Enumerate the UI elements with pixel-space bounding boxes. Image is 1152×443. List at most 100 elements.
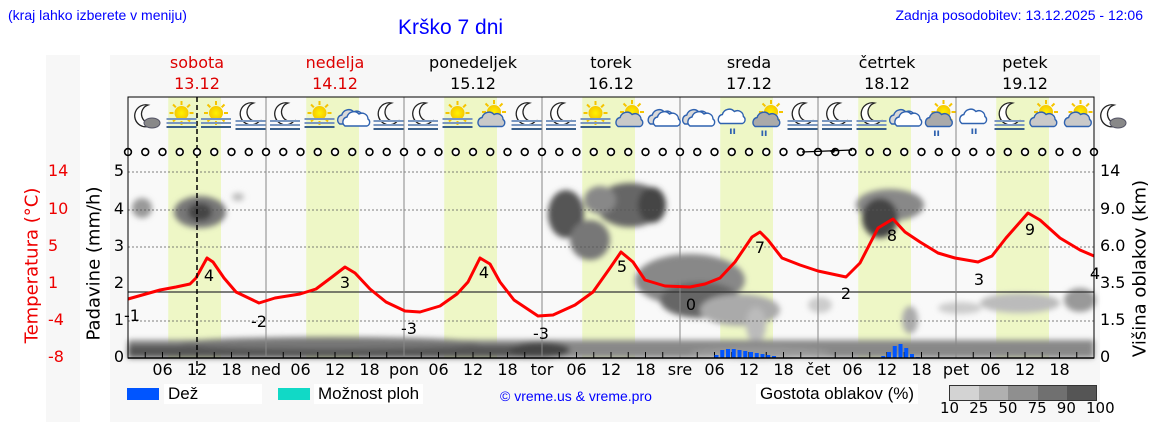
last-updated: Zadnja posodobitev: 13.12.2025 - 12:06 <box>895 7 1143 23</box>
svg-text:-3: -3 <box>533 324 549 343</box>
temp-tick: -4 <box>48 310 64 329</box>
wind-calm-icon <box>693 147 702 157</box>
wind-calm-icon <box>641 147 650 157</box>
legend-rain-label: Dež <box>164 384 262 404</box>
wind-calm-icon <box>969 147 978 157</box>
svg-text:8: 8 <box>887 226 897 245</box>
moon-fog-icon <box>270 102 300 130</box>
density-swatch <box>1066 386 1097 400</box>
day-header-0: sobota 13.12 <box>128 52 266 94</box>
wind-calm-icon <box>503 147 512 157</box>
day-name: ponedeljek <box>429 53 517 72</box>
cloud-height-tick: 14 <box>1100 161 1121 180</box>
density-tick: 90 <box>1056 399 1076 417</box>
sun-cloud-icon <box>615 100 644 128</box>
sun-fog-icon <box>166 101 197 128</box>
moon-cloud-icon <box>1100 104 1127 129</box>
moon-fog-icon <box>822 102 852 130</box>
svg-text:ıı: ıı <box>761 128 768 139</box>
shower-swatch <box>278 388 310 400</box>
svg-text:2: 2 <box>841 284 851 303</box>
wind-calm-icon <box>882 147 892 157</box>
wind-calm-icon <box>917 147 926 157</box>
x-tick: 12 <box>324 360 346 379</box>
page-title: Krško 7 dni <box>398 16 504 39</box>
day-date: 14.12 <box>312 74 358 93</box>
wind-calm-icon <box>279 147 288 157</box>
density-tick: 25 <box>969 399 989 417</box>
wind-arrow-icon <box>801 149 853 153</box>
wind-calm-icon <box>779 147 788 157</box>
wind-calm-icon <box>158 147 167 157</box>
x-tick: pet <box>942 360 970 379</box>
weather-icon-row: ıı ıı ıı ıı <box>134 100 1127 139</box>
day-name: sreda <box>726 53 772 72</box>
wind-calm-icon <box>572 147 581 157</box>
x-tick: 06 <box>428 360 449 379</box>
moon-fog-icon <box>856 102 887 130</box>
day-name: torek <box>590 53 632 72</box>
density-tick: 75 <box>1027 399 1047 417</box>
x-tick: 18 <box>1049 360 1070 379</box>
legend-shower-label: Možnost ploh <box>314 384 424 404</box>
moon-fog-icon <box>787 102 818 130</box>
density-tick: 50 <box>998 399 1018 417</box>
day-header-1: nedelja 14.12 <box>266 52 404 94</box>
day-header-6: petek 19.12 <box>956 52 1094 94</box>
wind-calm-icon <box>175 147 184 157</box>
wind-calm-icon <box>658 147 667 157</box>
wind-calm-icon <box>1038 147 1047 157</box>
day-name: četrtek <box>858 53 916 72</box>
wind-calm-icon <box>675 147 685 157</box>
sun-cloud-icon <box>1029 100 1058 128</box>
day-header-3: torek 16.12 <box>542 52 680 94</box>
sun-cloud-icon <box>1063 100 1093 128</box>
x-tick: 06 <box>980 360 1001 379</box>
cloud-rain-icon: ıı <box>959 108 988 137</box>
x-tick: 18 <box>773 360 794 379</box>
wind-calm-icon <box>1020 147 1030 157</box>
svg-text:ıı: ıı <box>729 126 736 137</box>
rain-tick: 0 <box>113 347 124 366</box>
day-name: petek <box>1002 53 1048 72</box>
moon-fog-icon <box>235 102 266 130</box>
x-tick: 06 <box>152 360 173 379</box>
cloud-height-tick: 3.5 <box>1100 273 1126 292</box>
svg-text:3: 3 <box>974 270 984 289</box>
svg-text:4: 4 <box>479 263 489 282</box>
wind-calm-icon <box>865 147 874 157</box>
day-name: sobota <box>169 53 225 72</box>
cloud-height-tick: 1.5 <box>1100 310 1126 329</box>
day-date: 18.12 <box>864 74 910 93</box>
wind-calm-icon <box>141 147 150 157</box>
wind-calm-icon <box>589 147 598 157</box>
x-tick: 12 <box>876 360 898 379</box>
copyright-link[interactable]: © vreme.us & vreme.pro <box>500 388 652 404</box>
x-tick: 18 <box>497 360 518 379</box>
x-tick: 18 <box>221 360 242 379</box>
wind-calm-icon <box>624 147 633 157</box>
wind-calm-icon <box>227 147 236 157</box>
density-tick: 10 <box>940 399 960 417</box>
temp-tick: 14 <box>48 161 69 180</box>
moon-fog-icon <box>994 102 1025 130</box>
sun-fog-icon <box>442 101 473 128</box>
density-swatch <box>979 386 1009 400</box>
wind-calm-icon <box>951 147 961 157</box>
wind-calm-icon <box>520 147 529 157</box>
x-tick: 18 <box>911 360 932 379</box>
rain-tick: 4 <box>113 199 124 218</box>
x-tick: 12 <box>600 360 622 379</box>
sun-fog-icon <box>580 101 611 128</box>
wind-calm-icon <box>1003 147 1012 157</box>
svg-text:ıı: ıı <box>933 128 940 139</box>
rain-bars <box>714 344 920 358</box>
wind-calm-icon <box>365 147 374 157</box>
x-tick: ned <box>250 360 282 379</box>
wind-calm-icon <box>486 147 495 157</box>
sun-fog-icon <box>304 101 335 128</box>
wind-calm-icon <box>900 147 909 157</box>
x-tick: 18 <box>635 360 656 379</box>
cloud-rain-icon: ıı <box>717 108 746 137</box>
wind-calm-icon <box>244 147 253 157</box>
